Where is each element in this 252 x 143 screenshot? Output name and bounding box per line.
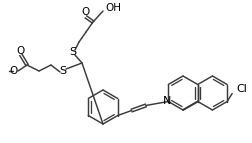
Text: O: O [10,66,18,76]
Text: Cl: Cl [235,85,246,95]
Text: S: S [69,47,76,57]
Text: O: O [82,7,90,17]
Text: O: O [17,46,25,56]
Text: OH: OH [105,3,120,13]
Text: S: S [59,66,66,76]
Text: N: N [163,97,171,107]
